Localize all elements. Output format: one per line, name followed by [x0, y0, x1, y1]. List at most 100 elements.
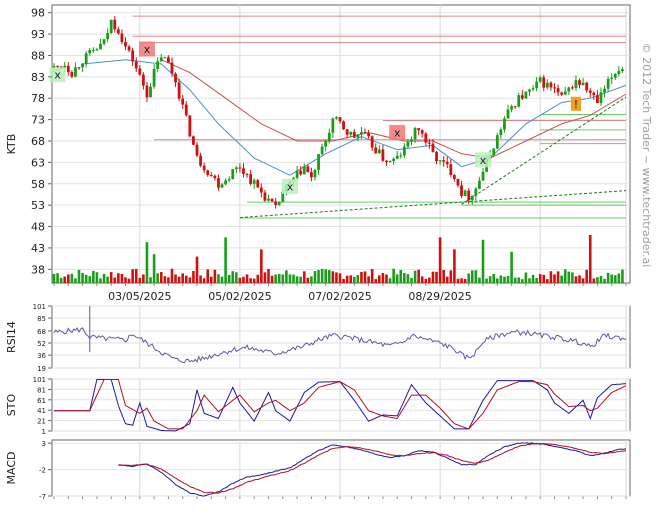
candle-body	[470, 195, 474, 201]
candle-body	[460, 185, 463, 196]
candle-body	[467, 190, 471, 201]
volume-bar	[192, 270, 195, 283]
moving-average-slow	[161, 59, 627, 159]
alert-marker-label: !	[574, 98, 578, 111]
buy-marker-label: x	[287, 180, 294, 193]
candle-body	[324, 141, 328, 147]
trendlines	[239, 96, 627, 219]
y-tick-label: 83	[31, 71, 45, 84]
candle-body	[478, 180, 481, 189]
volume-bar	[210, 276, 213, 283]
volume-bar	[596, 277, 599, 283]
candle-body	[560, 92, 564, 95]
sto-y-ticks: 101 81 61 41 21 1	[33, 376, 52, 436]
candle-body	[202, 165, 206, 171]
volume-bar	[563, 269, 567, 283]
candle-body	[116, 29, 120, 34]
volume-bar	[338, 273, 342, 283]
y-tick-label: 68	[31, 135, 45, 148]
volume-bar	[510, 251, 513, 283]
candle-body	[621, 69, 624, 72]
volume-bar	[177, 276, 181, 283]
candle-body	[349, 131, 353, 135]
rsi-line	[53, 306, 627, 364]
y-tick-label: 78	[31, 92, 45, 105]
volume-bar	[613, 275, 617, 283]
volume-bar	[385, 274, 388, 283]
candle-body	[438, 160, 442, 162]
price-ylabel: KTB	[5, 134, 18, 155]
volume-bar	[556, 271, 560, 283]
volume-bar	[313, 271, 317, 283]
volume-bar	[274, 274, 277, 283]
y-tick-label: 98	[31, 7, 45, 20]
volume-bar	[131, 269, 134, 283]
candle-body	[306, 166, 310, 173]
candle-body	[335, 117, 338, 119]
volume-bar	[506, 276, 510, 283]
candle-body	[102, 39, 106, 44]
candle-body	[553, 87, 556, 89]
candle-body	[345, 129, 349, 135]
candle-body	[392, 158, 396, 161]
rsi-y-ticks: 101 85 68 52 36 19	[33, 303, 52, 373]
y-tick-label: 36	[37, 352, 46, 360]
volume-bar	[445, 276, 449, 283]
volume-bar	[467, 273, 470, 283]
candle-body	[395, 155, 399, 159]
candle-body	[88, 50, 92, 54]
candle-body	[503, 118, 506, 130]
volume-bar	[163, 276, 167, 283]
y-tick-label: 68	[37, 328, 46, 336]
volume-bar	[345, 275, 349, 283]
volume-bar	[585, 269, 588, 283]
candle-body	[217, 178, 220, 188]
volume-bar	[113, 277, 117, 283]
volume-bar	[524, 272, 528, 283]
volume-bar	[349, 275, 353, 283]
candle-body	[184, 104, 188, 116]
volume-bar	[195, 256, 199, 283]
candle-body	[463, 190, 467, 196]
candle-body	[363, 132, 367, 134]
volume-bar	[542, 274, 546, 283]
y-tick-label: 43	[31, 242, 45, 255]
candle-body	[510, 106, 513, 110]
volume-bar	[152, 254, 156, 283]
candle-body	[596, 95, 599, 104]
candle-body	[299, 170, 303, 175]
y-tick-label: 81	[37, 386, 46, 394]
volume-bar	[142, 274, 145, 283]
volume-bar	[521, 279, 524, 283]
volume-bar	[106, 276, 109, 283]
candle-body	[524, 91, 528, 99]
candle-body	[106, 33, 110, 40]
candle-body	[538, 77, 542, 82]
rsi-panel: 101 85 68 52 36 19 RSI14	[5, 303, 631, 373]
candle-body	[281, 191, 285, 202]
volume-bar	[260, 249, 263, 283]
y-tick-label: 48	[31, 221, 45, 234]
candle-body	[192, 136, 195, 145]
volume-bar	[424, 278, 428, 283]
volume-bar	[109, 272, 113, 283]
candle-body	[588, 90, 592, 93]
volume-bar	[621, 269, 624, 283]
indicator-line-rsi	[53, 327, 627, 364]
volume-bar	[496, 278, 499, 283]
candle-body	[417, 128, 421, 131]
candle-body	[170, 62, 174, 74]
rsi-ylabel: RSI14	[5, 321, 18, 353]
candle-body	[152, 68, 156, 87]
y-tick-label: -7	[39, 493, 46, 501]
volume-bar	[99, 278, 102, 283]
candle-body	[613, 73, 617, 78]
candle-body	[535, 81, 539, 89]
candle-body	[427, 142, 431, 144]
volume-bar	[277, 273, 281, 283]
volume-bar	[378, 275, 381, 283]
y-tick-label: 61	[37, 397, 46, 405]
candle-body	[606, 78, 610, 89]
candle-body	[63, 65, 67, 68]
candle-body	[59, 66, 63, 68]
